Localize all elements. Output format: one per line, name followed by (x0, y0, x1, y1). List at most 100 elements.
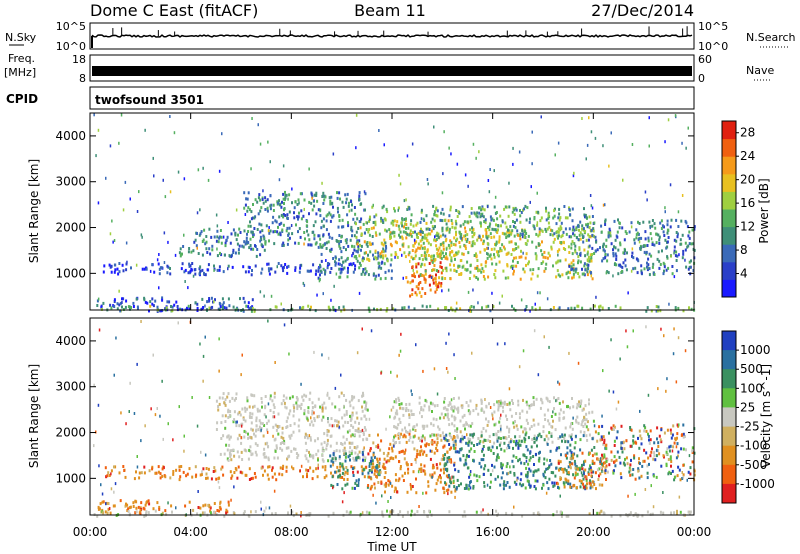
heatmap-cell (556, 269, 559, 273)
heatmap-cell (232, 420, 235, 424)
heatmap-cell (447, 488, 450, 492)
heatmap-cell (356, 483, 359, 487)
heatmap-cell (547, 399, 549, 403)
heatmap-cell (365, 401, 368, 405)
heatmap-cell (511, 399, 514, 402)
heatmap-cell (585, 223, 588, 227)
heatmap-cell (315, 467, 318, 471)
heatmap-cell (390, 456, 393, 460)
heatmap-cell (119, 301, 122, 305)
heatmap-cell (670, 472, 672, 475)
heatmap-cell (96, 514, 99, 518)
heatmap-cell (512, 307, 515, 311)
heatmap-cell (113, 298, 116, 302)
heatmap-cell (436, 437, 439, 441)
heatmap-cell (405, 440, 408, 444)
heatmap-cell (496, 342, 499, 346)
heatmap-cell (201, 511, 204, 515)
heatmap-cell (349, 238, 352, 242)
heatmap-cell (372, 453, 375, 457)
heatmap-cell (521, 514, 524, 518)
heatmap-cell (346, 192, 349, 196)
heatmap-cell (540, 228, 543, 232)
heatmap-cell (553, 209, 556, 213)
heatmap-cell (217, 240, 220, 244)
heatmap-cell (665, 452, 668, 456)
heatmap-cell (501, 294, 503, 298)
heatmap-cell (201, 307, 204, 311)
heatmap-cell (546, 442, 549, 446)
heatmap-cell (327, 356, 330, 360)
heatmap-cell (454, 243, 457, 247)
heatmap-cell (226, 235, 229, 239)
heatmap-cell (416, 270, 419, 274)
heatmap-cell (470, 441, 473, 445)
heatmap-cell (297, 217, 299, 221)
heatmap-cell (423, 510, 425, 513)
heatmap-cell (557, 459, 560, 463)
heatmap-cell (648, 462, 650, 466)
heatmap-cell (633, 456, 636, 460)
heatmap-cell (526, 403, 529, 407)
heatmap-cell (270, 294, 273, 298)
heatmap-cell (674, 306, 677, 310)
heatmap-cell (469, 473, 472, 477)
heatmap-cell (526, 410, 529, 414)
heatmap-cell (273, 456, 276, 460)
heatmap-cell (572, 416, 574, 420)
heatmap-cell (528, 260, 530, 264)
heatmap-cell (275, 446, 278, 450)
heatmap-cell (366, 221, 368, 225)
heatmap-cell (467, 454, 470, 458)
heatmap-cell (445, 252, 447, 256)
heatmap-cell (326, 391, 329, 395)
heatmap-cell (420, 217, 423, 221)
heatmap-cell (521, 229, 524, 233)
heatmap-cell (366, 244, 369, 248)
heatmap-cell (441, 207, 444, 211)
heatmap-cell (229, 449, 232, 453)
heatmap-cell (569, 466, 572, 470)
heatmap-cell (531, 240, 534, 244)
heatmap-cell (473, 254, 476, 257)
heatmap-cell (554, 474, 557, 478)
heatmap-cell (464, 244, 467, 248)
heatmap-cell (510, 253, 513, 256)
heatmap-cell (312, 469, 315, 473)
heatmap-cell (349, 510, 352, 514)
heatmap-cell (447, 417, 450, 421)
heatmap-cell (231, 396, 234, 400)
heatmap-cell (646, 244, 649, 247)
heatmap-cell (583, 418, 586, 422)
heatmap-cell (112, 504, 115, 508)
heatmap-cell (224, 414, 227, 418)
heatmap-cell (274, 219, 277, 223)
heatmap-cell (383, 466, 386, 470)
heatmap-cell (102, 270, 105, 274)
heatmap-cell (567, 482, 570, 486)
heatmap-cell (162, 466, 165, 470)
heatmap-cell (550, 415, 553, 418)
heatmap-cell (464, 226, 466, 230)
heatmap-cell (515, 424, 518, 428)
heatmap-cell (272, 425, 275, 429)
heatmap-cell (482, 275, 485, 278)
heatmap-cell (202, 467, 205, 471)
heatmap-cell (326, 266, 329, 270)
heatmap-cell (486, 242, 489, 246)
heatmap-cell (688, 265, 691, 269)
heatmap-cell (167, 501, 169, 505)
heatmap-cell (97, 403, 100, 407)
heatmap-cell (384, 254, 387, 258)
power-ylabel: Slant Range [km] (27, 159, 41, 263)
heatmap-cell (499, 429, 502, 433)
heatmap-cell (353, 486, 356, 490)
heatmap-cell (486, 236, 489, 240)
heatmap-cell (571, 207, 574, 211)
heatmap-cell (310, 192, 313, 196)
heatmap-cell (493, 247, 496, 251)
heatmap-cell (539, 450, 541, 454)
heatmap-cell (544, 267, 547, 271)
